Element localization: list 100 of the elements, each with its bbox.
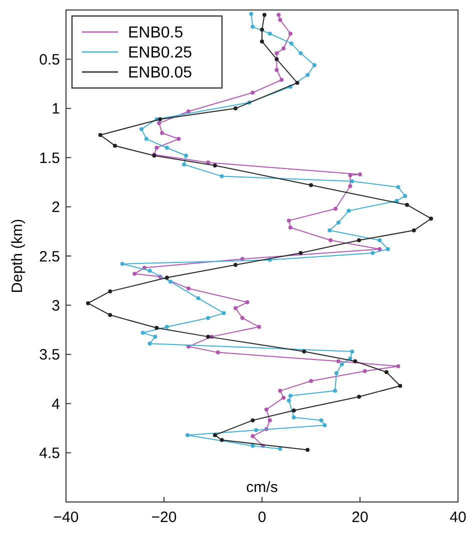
x-tick-label: 20 xyxy=(352,509,368,526)
point xyxy=(429,216,434,221)
point xyxy=(286,398,291,403)
point xyxy=(302,349,306,354)
point xyxy=(336,220,340,225)
point xyxy=(350,179,354,184)
point xyxy=(288,225,292,230)
point xyxy=(370,251,375,256)
y-tick-label: 3.5 xyxy=(39,346,60,364)
point xyxy=(396,185,400,190)
point xyxy=(234,106,238,110)
point xyxy=(108,289,112,294)
point xyxy=(164,324,169,329)
point xyxy=(98,132,102,137)
point xyxy=(412,228,416,232)
point xyxy=(249,12,254,16)
x-tick-label: −20 xyxy=(151,509,177,526)
point xyxy=(184,154,188,158)
point xyxy=(346,208,351,213)
point xyxy=(245,300,250,304)
point xyxy=(262,12,266,17)
point xyxy=(153,334,158,339)
point xyxy=(206,316,210,320)
point xyxy=(250,90,255,95)
point xyxy=(260,28,264,32)
point xyxy=(132,272,137,276)
point xyxy=(278,18,282,22)
point xyxy=(206,334,210,339)
point xyxy=(250,434,255,438)
point xyxy=(260,39,264,44)
point xyxy=(333,388,338,393)
point xyxy=(186,433,190,438)
point xyxy=(212,433,217,438)
point xyxy=(182,162,186,166)
point xyxy=(160,131,164,135)
point xyxy=(168,280,172,284)
point xyxy=(120,262,124,266)
point xyxy=(186,109,190,114)
point xyxy=(282,396,286,400)
point xyxy=(286,218,291,223)
point xyxy=(216,350,220,354)
point xyxy=(309,378,313,383)
point xyxy=(405,202,410,207)
point xyxy=(322,423,327,428)
point xyxy=(403,194,408,198)
point xyxy=(250,418,255,422)
point xyxy=(362,369,367,374)
point xyxy=(384,370,388,374)
point xyxy=(139,127,144,132)
y-axis-title: Depth (km) xyxy=(9,218,26,294)
point xyxy=(328,238,333,242)
point xyxy=(306,448,310,452)
point xyxy=(298,251,303,256)
point xyxy=(196,296,200,300)
x-tick-label: −40 xyxy=(53,509,79,526)
point xyxy=(234,306,238,310)
point xyxy=(340,362,344,366)
point xyxy=(164,276,169,280)
point xyxy=(176,136,181,141)
point xyxy=(220,174,224,178)
point xyxy=(186,286,190,290)
y-tick-label: 4.5 xyxy=(39,445,60,462)
point xyxy=(250,24,255,29)
point xyxy=(295,80,300,85)
legend-label: ENB0.5 xyxy=(128,24,184,42)
point xyxy=(348,173,352,178)
point xyxy=(86,301,90,306)
point xyxy=(234,262,238,267)
point xyxy=(312,63,316,68)
point xyxy=(282,46,286,50)
point xyxy=(250,444,255,448)
point xyxy=(358,172,362,176)
point xyxy=(108,313,112,318)
point xyxy=(220,438,224,442)
point xyxy=(240,316,244,320)
point xyxy=(278,388,282,393)
point xyxy=(268,418,272,422)
point xyxy=(268,32,272,36)
point xyxy=(306,72,310,77)
point xyxy=(113,144,117,148)
point xyxy=(164,146,169,150)
point xyxy=(280,78,284,82)
point xyxy=(274,68,279,72)
point xyxy=(336,359,340,364)
point xyxy=(222,311,226,316)
legend-label: ENB0.25 xyxy=(128,44,192,62)
y-tick-label: 1.5 xyxy=(39,150,60,167)
point xyxy=(148,342,152,346)
point xyxy=(157,121,162,126)
point xyxy=(292,415,296,420)
point xyxy=(254,428,258,432)
point xyxy=(378,238,382,242)
point xyxy=(319,418,324,422)
point xyxy=(357,238,362,242)
point xyxy=(289,41,294,46)
point xyxy=(154,326,159,330)
point xyxy=(212,163,217,168)
point xyxy=(334,371,338,376)
point xyxy=(309,183,313,188)
point xyxy=(144,136,148,141)
